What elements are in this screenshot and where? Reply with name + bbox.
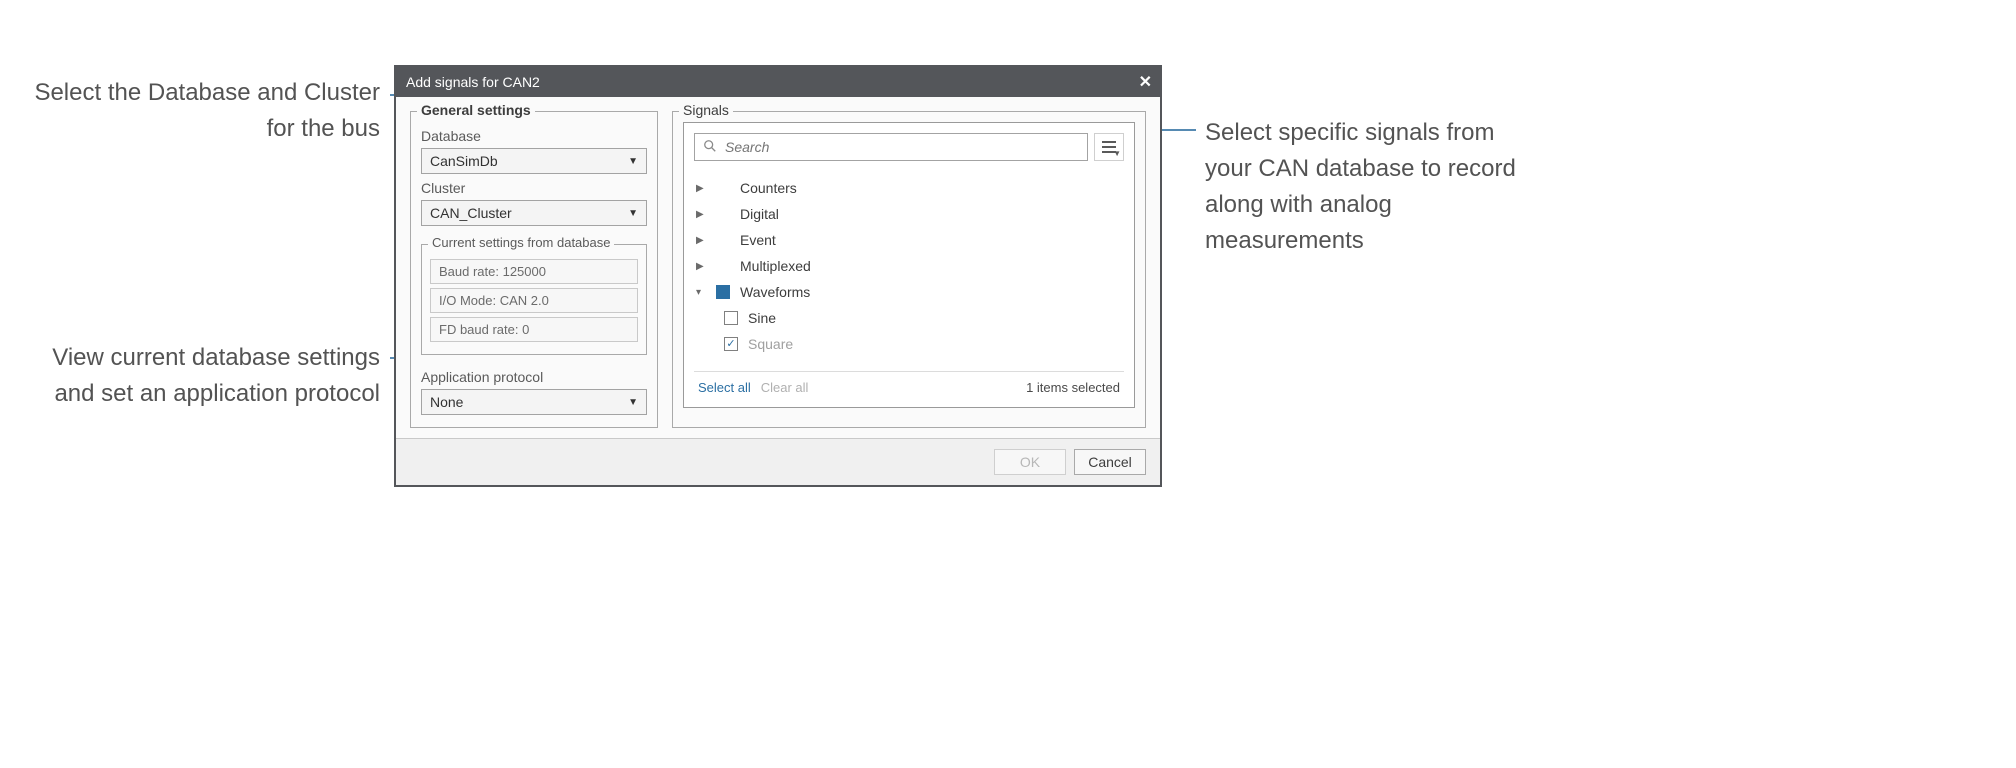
search-icon — [703, 139, 717, 156]
chevron-down-icon: ▼ — [1113, 149, 1121, 158]
cluster-dropdown[interactable]: CAN_Cluster ▼ — [421, 200, 647, 226]
view-options-button[interactable]: ▼ — [1094, 133, 1124, 161]
io-mode: I/O Mode: CAN 2.0 — [430, 288, 638, 313]
database-value: CanSimDb — [430, 153, 498, 169]
chevron-down-icon: ▼ — [628, 397, 638, 408]
search-field[interactable] — [725, 139, 1079, 155]
signals-tree: ▶ Counters ▶ Digital ▶ Event — [694, 171, 1124, 365]
general-settings-group: General settings Database CanSimDb ▼ Clu… — [410, 111, 658, 428]
checkbox-icon[interactable] — [724, 311, 738, 325]
tree-item-digital[interactable]: ▶ Digital — [696, 201, 1122, 227]
dialog-title: Add signals for CAN2 — [406, 74, 1139, 90]
tree-item-counters[interactable]: ▶ Counters — [696, 175, 1122, 201]
signals-footer: Select all Clear all 1 items selected — [694, 371, 1124, 397]
protocol-value: None — [430, 394, 463, 410]
baud-rate: Baud rate: 125000 — [430, 259, 638, 284]
close-icon[interactable]: ✕ — [1139, 72, 1152, 92]
select-all-link[interactable]: Select all — [698, 380, 751, 395]
fd-baud-rate: FD baud rate: 0 — [430, 317, 638, 342]
database-dropdown[interactable]: CanSimDb ▼ — [421, 148, 647, 174]
expand-icon[interactable]: ▶ — [696, 183, 706, 194]
chevron-down-icon: ▼ — [628, 156, 638, 167]
callout-signals: Select specific signals from your CAN da… — [1205, 115, 1545, 259]
cluster-value: CAN_Cluster — [430, 205, 512, 221]
tree-item-sine[interactable]: Sine — [696, 305, 1122, 331]
current-settings-group: Current settings from database Baud rate… — [421, 244, 647, 355]
ok-button[interactable]: OK — [994, 449, 1066, 475]
titlebar: Add signals for CAN2 ✕ — [396, 67, 1160, 97]
current-settings-legend: Current settings from database — [428, 235, 614, 250]
expand-icon[interactable]: ▶ — [696, 209, 706, 220]
tree-label: Event — [740, 232, 776, 248]
expand-icon[interactable]: ▶ — [696, 235, 706, 246]
tree-item-event[interactable]: ▶ Event — [696, 227, 1122, 253]
tree-label: Digital — [740, 206, 779, 222]
protocol-label: Application protocol — [421, 369, 647, 385]
database-label: Database — [421, 128, 647, 144]
collapse-icon[interactable]: ▾ — [696, 287, 706, 298]
callout-settings: View current database settings and set a… — [30, 340, 380, 412]
checkbox-icon[interactable]: ✓ — [724, 337, 738, 351]
checkbox-icon[interactable] — [716, 285, 730, 299]
tree-item-square[interactable]: ✓ Square — [696, 331, 1122, 357]
add-signals-dialog: Add signals for CAN2 ✕ General settings … — [394, 65, 1162, 487]
tree-label: Sine — [748, 310, 776, 326]
protocol-dropdown[interactable]: None ▼ — [421, 389, 647, 415]
selection-status: 1 items selected — [1026, 380, 1120, 395]
search-input[interactable] — [694, 133, 1088, 161]
tree-label: Waveforms — [740, 284, 810, 300]
signals-legend: Signals — [679, 102, 733, 118]
expand-icon[interactable]: ▶ — [696, 261, 706, 272]
dialog-buttons: OK Cancel — [396, 438, 1160, 485]
signals-panel: ▼ ▶ Counters ▶ Digital ▶ — [683, 122, 1135, 408]
callout-db-cluster: Select the Database and Cluster for the … — [30, 75, 380, 147]
chevron-down-icon: ▼ — [628, 208, 638, 219]
signals-group: Signals ▼ ▶ — [672, 111, 1146, 428]
general-legend: General settings — [417, 102, 535, 118]
cancel-button[interactable]: Cancel — [1074, 449, 1146, 475]
clear-all-link[interactable]: Clear all — [761, 380, 809, 395]
tree-label: Square — [748, 336, 793, 352]
tree-label: Counters — [740, 180, 797, 196]
cluster-label: Cluster — [421, 180, 647, 196]
tree-label: Multiplexed — [740, 258, 811, 274]
tree-item-multiplexed[interactable]: ▶ Multiplexed — [696, 253, 1122, 279]
tree-item-waveforms[interactable]: ▾ Waveforms — [696, 279, 1122, 305]
